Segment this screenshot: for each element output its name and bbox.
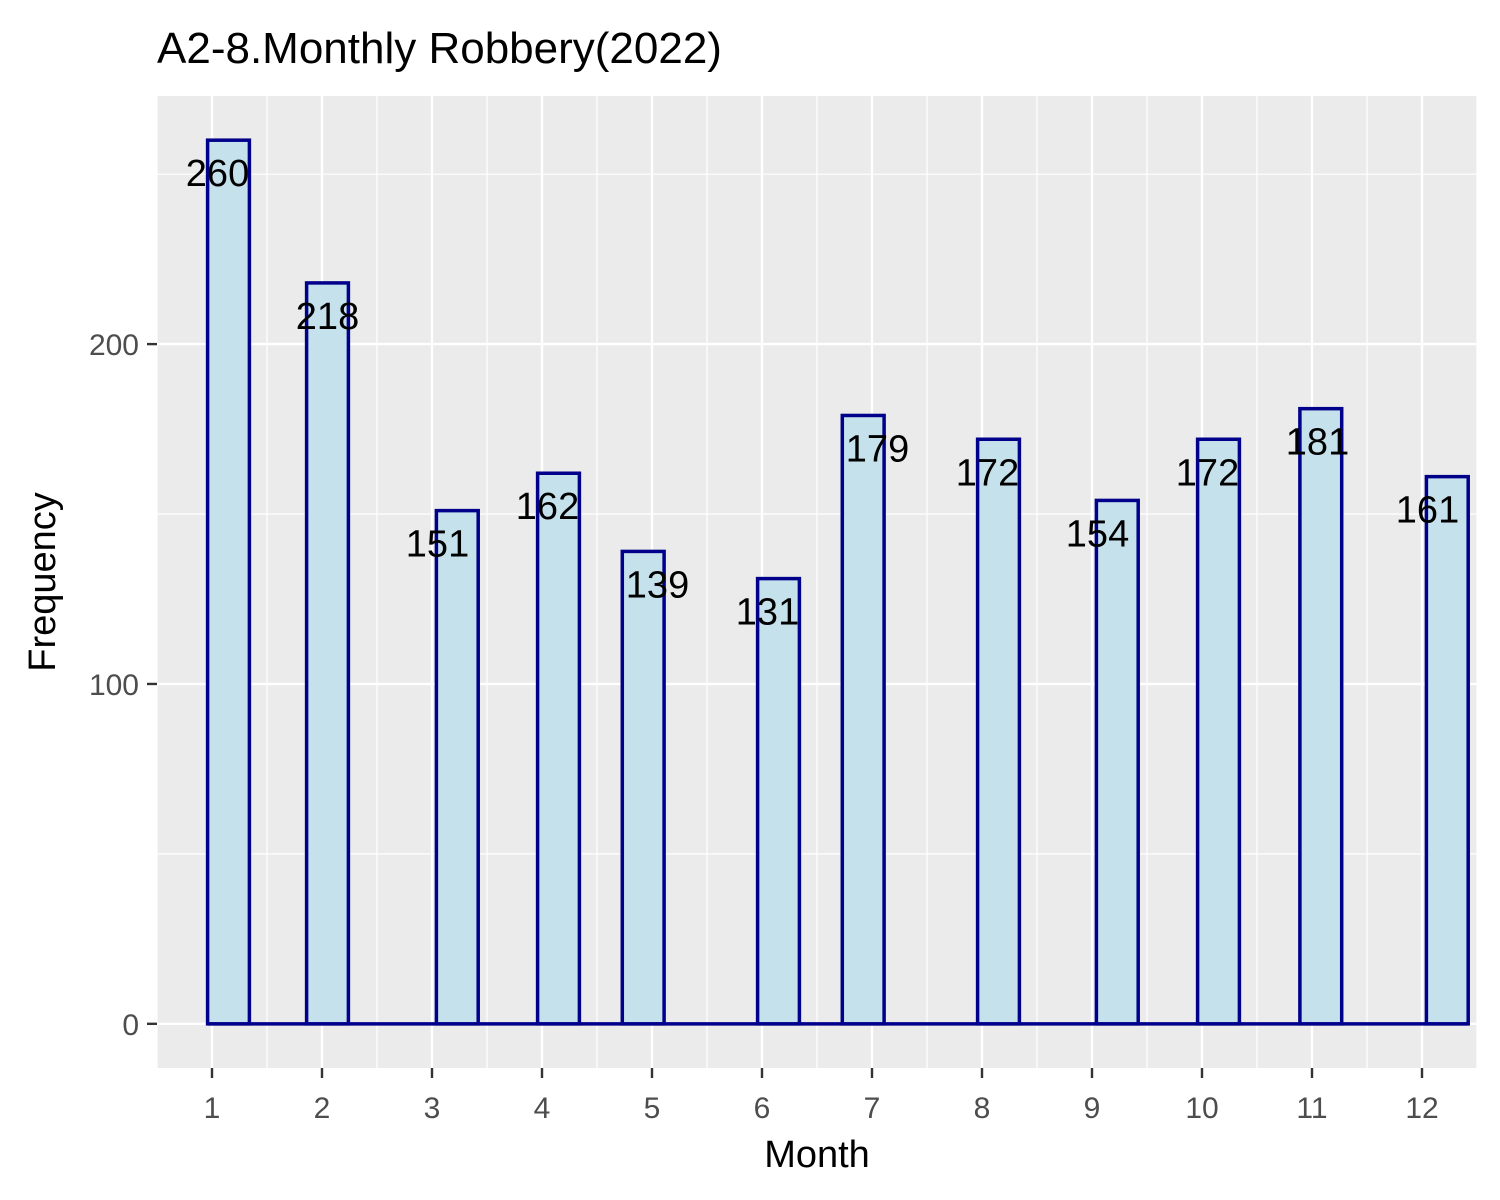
data-label-month-10: 172: [1176, 452, 1239, 494]
x-tick-label: 5: [644, 1092, 661, 1125]
bar-month-10: [1195, 437, 1242, 1026]
x-tick-label: 10: [1185, 1092, 1218, 1125]
data-label-month-12: 161: [1396, 490, 1459, 532]
bar-month-2: [304, 281, 351, 1026]
data-label-month-9: 154: [1066, 513, 1129, 555]
data-labels: 260 218 151 162 139 131 179 172 154 172 181 161: [186, 153, 1459, 633]
data-label-month-11: 181: [1286, 422, 1349, 464]
bars: [205, 138, 1470, 1026]
bar-month-5: [620, 549, 666, 1026]
x-tick-label: 11: [1296, 1092, 1327, 1125]
bar-month-4: [535, 471, 582, 1026]
x-tick-label: 6: [754, 1092, 771, 1125]
x-tick-label: 12: [1405, 1092, 1438, 1125]
data-label-month-2: 218: [296, 296, 359, 338]
y-tick-label: 200: [89, 329, 139, 362]
data-label-month-1: 260: [186, 153, 249, 195]
data-label-month-7: 179: [846, 428, 909, 470]
data-label-month-8: 172: [956, 452, 1019, 494]
x-tick-label: 8: [974, 1092, 991, 1125]
x-tick-label: 1: [204, 1092, 221, 1125]
data-label-month-4: 162: [516, 486, 579, 528]
chart-title: A2-8.Monthly Robbery(2022): [157, 24, 722, 73]
x-axis-title: Month: [764, 1134, 870, 1176]
bar-month-9: [1094, 498, 1140, 1026]
data-label-month-6: 131: [736, 592, 799, 634]
x-axis: 1 2 3 4 5 6 7 8 9 10 11 12: [204, 1068, 1439, 1125]
data-label-month-3: 151: [406, 524, 469, 566]
bar-month-3: [434, 508, 480, 1026]
bar-month-7: [840, 413, 886, 1026]
y-tick-label: 0: [122, 1009, 139, 1042]
y-axis-title: Frequency: [22, 492, 64, 672]
x-tick-label: 7: [864, 1092, 881, 1125]
bar-month-12: [1424, 474, 1470, 1026]
grid-minor: [156, 96, 1478, 1068]
y-axis: 0 100 200: [89, 329, 157, 1042]
bar-month-6: [755, 576, 802, 1026]
bar-month-11: [1298, 406, 1344, 1026]
x-tick-label: 3: [424, 1092, 441, 1125]
x-tick-label: 2: [314, 1092, 331, 1125]
bar-month-1: [205, 138, 252, 1026]
y-tick-label: 100: [89, 669, 139, 702]
x-tick-label: 4: [534, 1092, 551, 1125]
data-label-month-5: 139: [626, 564, 689, 606]
x-tick-label: 9: [1084, 1092, 1101, 1125]
bar-month-8: [975, 437, 1022, 1026]
